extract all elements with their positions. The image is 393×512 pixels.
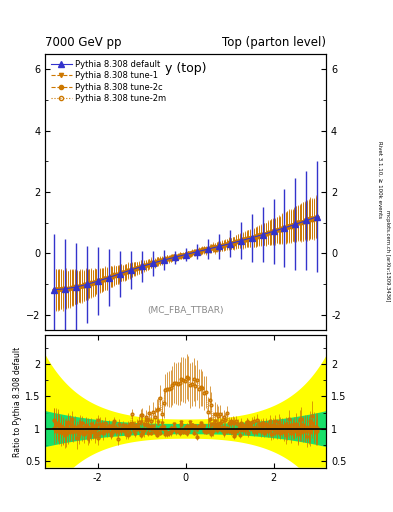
Text: (MC_FBA_TTBAR): (MC_FBA_TTBAR) xyxy=(147,305,224,314)
Text: 7000 GeV pp: 7000 GeV pp xyxy=(45,36,122,49)
Text: y (top): y (top) xyxy=(165,62,206,75)
Text: Top (parton level): Top (parton level) xyxy=(222,36,326,49)
Y-axis label: Ratio to Pythia 8.308 default: Ratio to Pythia 8.308 default xyxy=(13,347,22,457)
Legend: Pythia 8.308 default, Pythia 8.308 tune-1, Pythia 8.308 tune-2c, Pythia 8.308 tu: Pythia 8.308 default, Pythia 8.308 tune-… xyxy=(50,58,168,105)
Text: Rivet 3.1.10, ≥ 100k events: Rivet 3.1.10, ≥ 100k events xyxy=(377,141,382,218)
Text: mcplots.cern.ch [arXiv:1309.3436]: mcplots.cern.ch [arXiv:1309.3436] xyxy=(385,210,389,302)
